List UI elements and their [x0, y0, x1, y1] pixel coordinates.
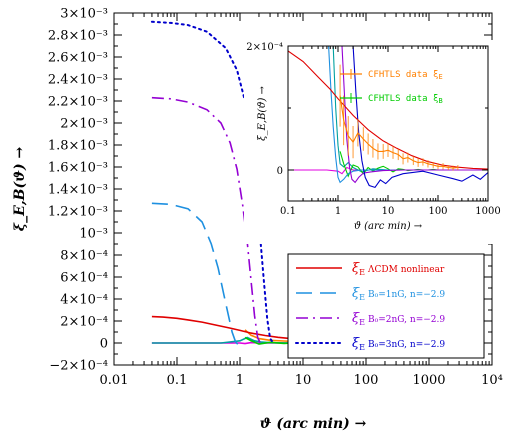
legend-label: ξE ΛCDM nonlinear: [352, 261, 445, 277]
inset-x-tick-label: 100: [428, 206, 447, 217]
inset-x-tick-label: 1000: [475, 206, 500, 217]
x-tick-label: 0.1: [167, 373, 188, 388]
legend-label: ξE B₀=1nG, n=−2.9: [352, 286, 445, 302]
inset-legend-text: CFHTLS data ξ: [368, 94, 438, 104]
x-tick-label: 10⁴: [481, 373, 503, 388]
legend-label: ξE B₀=3nG, n=−2.9: [352, 336, 445, 352]
inset-x-axis-label: ϑ (arc min) →: [354, 221, 423, 232]
inset-legend-subscript: E: [438, 73, 442, 81]
legend-label: ξE B₀=2nG, n=−2.9: [352, 311, 445, 327]
y-tick-label: 6×10⁻⁴: [60, 271, 108, 286]
legend-subscript: E: [359, 268, 365, 277]
y-tick-label: 2×10⁻⁴: [60, 315, 108, 330]
inset-background: [244, 40, 500, 244]
x-tick-label: 1000: [412, 373, 445, 388]
inset-y-tick-label: 2×10⁻⁴: [246, 42, 283, 53]
inset-x-tick-label: 1: [335, 206, 341, 217]
legend-symbol: ξ: [352, 286, 360, 301]
legend-box: [287, 253, 485, 359]
x-tick-label: 1: [236, 373, 244, 388]
y-tick-label: −2×10⁻⁴: [49, 359, 108, 374]
y-tick-label: 2.2×10⁻³: [48, 95, 108, 110]
y-tick-label: 2.4×10⁻³: [48, 73, 108, 88]
inset-y-axis-label: ξ_E,B(ϑ) →: [257, 85, 268, 140]
inset-legend-entry: CFHTLS data ξE: [340, 69, 443, 81]
y-tick-label: 1.4×10⁻³: [48, 183, 108, 198]
inset-panel: 0.1 1 10 100 1000 0 2×10⁻⁴ ϑ (arc min) → ξ_E,B(ϑ…: [244, 40, 501, 244]
x-tick-label: 10: [295, 373, 312, 388]
inset-legend-text: CFHTLS data ξ: [368, 70, 438, 80]
legend-text: B₀=1nG, n=−2.9: [368, 290, 445, 300]
y-tick-label: 2×10⁻³: [60, 117, 108, 132]
inset-series: [288, 46, 488, 189]
x-tick-label: 100: [354, 373, 379, 388]
y-tick-label: 1.2×10⁻³: [48, 205, 108, 220]
inset-series-line-i-b2: [341, 46, 488, 184]
inset-series-line-i-cfhtls-e: [339, 95, 458, 169]
y-tick-label: 8×10⁻⁴: [60, 249, 108, 264]
legend-subscript: E: [359, 343, 365, 352]
inset-y-tick-label: 0: [277, 166, 283, 177]
legend-symbol: ξ: [352, 311, 360, 326]
x-tick-label: 0.01: [100, 373, 129, 388]
main-panel: 0.01 0.1 1 10 100 1000 10⁴−2×10⁻⁴02×10⁻⁴4×10⁻⁴…: [12, 7, 503, 433]
legend-symbol: ξ: [352, 336, 360, 351]
x-axis-label: ϑ (arc min) →: [260, 416, 367, 432]
y-tick-label: 0: [100, 337, 108, 352]
y-tick-label: 2.8×10⁻³: [48, 29, 108, 44]
inset-legend-subscript: B: [438, 97, 442, 105]
legend-text: B₀=2nG, n=−2.9: [368, 315, 445, 325]
inset-series-line-i-lcdm: [288, 50, 488, 170]
series-line-b3: [150, 20, 275, 344]
inset-x-tick-label: 0.1: [280, 206, 296, 217]
y-axis-label: ξ_E,B(ϑ) →: [12, 147, 28, 232]
y-tick-label: 1.6×10⁻³: [48, 161, 108, 176]
inset-x-tick-label: 10: [382, 206, 395, 217]
y-tick-label: 4×10⁻⁴: [60, 293, 108, 308]
series-line-b2: [151, 96, 262, 344]
y-tick-label: 2.6×10⁻³: [48, 51, 108, 66]
y-tick-label: 3×10⁻³: [60, 7, 108, 22]
legend-text: B₀=3nG, n=−2.9: [368, 340, 445, 350]
legend-symbol: ξ: [352, 261, 360, 276]
inset-legend-label: CFHTLS data ξB: [368, 94, 443, 105]
inset-legend-entry: CFHTLS data ξB: [340, 93, 443, 105]
legend-subscript: E: [359, 293, 365, 302]
inset-legend-label: CFHTLS data ξE: [368, 70, 443, 81]
y-tick-label: 1.8×10⁻³: [48, 139, 108, 154]
y-tick-label: 10⁻³: [79, 227, 108, 242]
inset-series-line-i-b3: [352, 46, 488, 189]
legend-text: ΛCDM nonlinear: [367, 265, 445, 275]
series-line-b1: [151, 202, 243, 347]
legend-subscript: E: [359, 318, 365, 327]
main-series: [150, 20, 460, 347]
